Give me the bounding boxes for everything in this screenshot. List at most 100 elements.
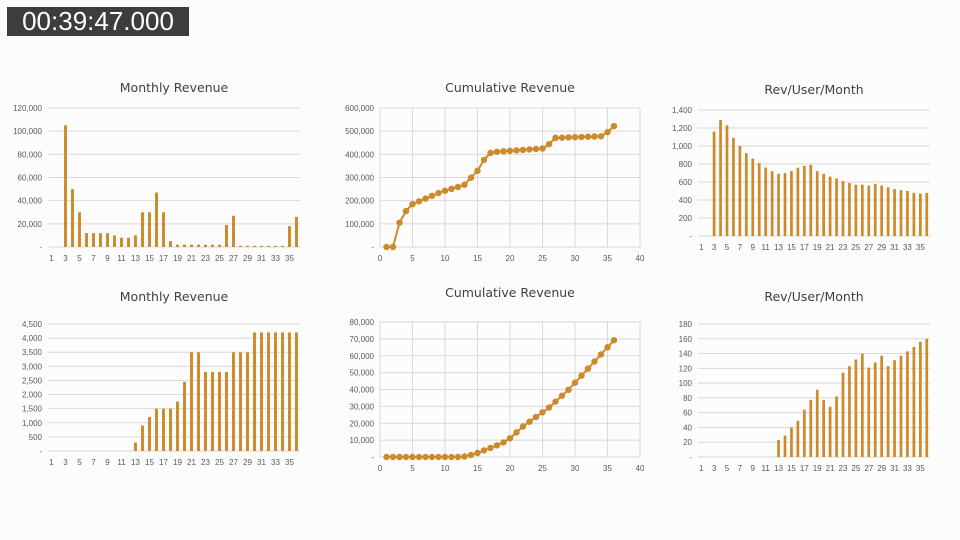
chart-cumulative-revenue-2: Cumulative Revenue - 10,000 20,000 30,000 40,… [350,285,645,473]
data-point [558,134,566,141]
bar [288,332,291,451]
x-tick-label: 0 [378,464,383,473]
x-tick-label: 5 [77,458,82,467]
bar [225,224,228,247]
x-tick-label: 31 [257,254,266,263]
bar [162,408,165,451]
bar [744,153,748,236]
y-tick-label: 3,500 [22,348,43,357]
data-point [552,398,559,405]
x-tick-label: 35 [285,458,294,467]
bar [106,233,109,247]
bar [899,190,903,236]
x-tick-label: 7 [91,254,96,263]
y-tick-label: 40,000 [350,386,375,395]
video-timestamp: 00:39:47.000 [7,7,189,36]
bar [802,409,806,457]
x-tick-label: 35 [285,254,294,263]
x-tick-label: 31 [890,464,899,473]
bar [873,183,877,236]
y-tick-label: 600 [679,178,693,187]
y-tick-label: 1,200 [672,124,693,133]
bar [880,185,884,236]
data-point [389,243,397,251]
data-point [448,185,455,193]
data-point [584,133,592,140]
chart-title: Cumulative Revenue [445,285,575,300]
data-point [506,435,514,442]
x-tick-label: 15 [473,464,482,473]
x-tick-label: 35 [603,464,612,473]
bar [912,192,916,236]
x-tick-label: 9 [105,254,110,263]
bar [873,362,877,457]
data-point [558,392,566,399]
data-point [409,453,416,461]
bar [64,125,67,247]
x-tick-label: 15 [145,458,154,467]
bar [835,396,838,457]
data-point [565,134,572,141]
data-point [480,447,488,454]
data-point [474,449,481,457]
data-point [519,146,527,154]
data-point [467,174,475,181]
data-point [526,146,533,153]
x-tick-label: 23 [201,254,210,263]
x-tick-label: 35 [916,464,925,473]
y-tick-label: - [689,232,692,241]
x-tick-label: 35 [603,254,612,263]
x-tick-label: 15 [145,254,154,263]
bar [764,167,768,236]
x-tick-label: 40 [636,464,645,473]
x-tick-label: 23 [839,243,848,252]
bar [906,191,909,236]
x-tick-label: 17 [800,243,809,252]
data-point [461,181,468,188]
y-tick-label: 80,000 [350,318,375,327]
y-tick-label: 1,400 [672,106,693,115]
data-point [428,453,436,461]
bar [211,244,214,247]
bar [880,355,884,457]
x-tick-label: 13 [774,464,783,473]
bar [777,440,780,457]
chart-title: Monthly Revenue [120,80,229,95]
y-tick-label: 30,000 [350,402,375,411]
x-tick-label: 1 [699,464,704,473]
data-point [597,351,605,358]
y-tick-label: 100,000 [13,127,42,136]
chart-cumulative-revenue-1: Cumulative Revenue - 100,000 200,000 300,000… [345,80,645,263]
x-tick-label: 5 [410,254,415,263]
bar [148,417,151,451]
chart-title: Cumulative Revenue [445,80,575,95]
bar [790,171,793,236]
data-point [565,386,572,394]
bar [815,171,819,236]
data-point [402,207,410,215]
bar [841,372,845,457]
bar [867,367,871,457]
data-point [571,379,579,386]
bar [253,245,256,247]
x-tick-label: 20 [506,464,515,473]
bar [712,131,716,236]
x-tick-label: 5 [725,464,730,473]
y-tick-label: 200 [679,214,693,223]
bar [841,181,845,236]
bar [860,353,864,457]
bar [777,173,780,236]
x-tick-label: 5 [725,243,730,252]
data-point [545,404,553,411]
bar [288,226,291,247]
y-tick-label: 80,000 [18,150,43,159]
bar [260,245,263,247]
chart-monthly-revenue-1: Monthly Revenue - 20,000 40,000 60,000 80,000… [13,80,300,263]
bar [860,184,864,236]
x-tick-label: 35 [916,243,925,252]
x-tick-label: 15 [473,254,482,263]
data-point [539,409,546,416]
bar [822,400,826,457]
x-tick-label: 31 [890,243,899,252]
x-tick-label: 11 [117,458,126,467]
